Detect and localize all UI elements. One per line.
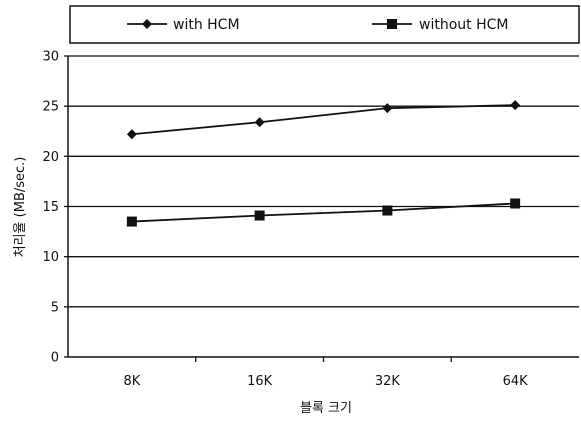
legend-item-with-hcm: with HCM <box>127 17 240 33</box>
plot-area: 0 5 10 15 20 25 30 8K 16K 32K 64K <box>42 50 579 390</box>
y-axis-label: 처리율 (MB/sec.) <box>13 157 28 258</box>
x-axis-label: 블록 크기 <box>300 401 352 416</box>
legend-label: without HCM <box>419 17 508 33</box>
data-point <box>255 211 265 221</box>
x-tick-label: 16K <box>247 374 273 389</box>
data-point <box>127 217 137 227</box>
y-tick-label: 25 <box>42 100 59 115</box>
legend-marker <box>142 19 152 29</box>
y-tick-label: 0 <box>51 351 59 366</box>
y-tick-label: 10 <box>42 250 59 265</box>
y-tick-label: 15 <box>42 200 59 215</box>
data-point <box>382 206 392 216</box>
data-point <box>255 117 265 127</box>
legend-marker <box>387 19 397 29</box>
data-point <box>510 100 520 110</box>
y-tick-label: 5 <box>51 300 59 315</box>
data-point <box>382 103 392 113</box>
legend-item-without-hcm: without HCM <box>372 17 508 33</box>
series-line-with-hcm <box>132 105 515 134</box>
y-tick-label: 30 <box>42 50 59 65</box>
legend: with HCM without HCM <box>70 6 579 43</box>
legend-label: with HCM <box>173 17 240 33</box>
x-tick-label: 32K <box>375 374 401 389</box>
x-tick-label: 64K <box>503 374 529 389</box>
x-tick-label: 8K <box>123 374 140 389</box>
y-tick-label: 20 <box>42 150 59 165</box>
data-point <box>127 129 137 139</box>
data-point <box>510 198 520 208</box>
